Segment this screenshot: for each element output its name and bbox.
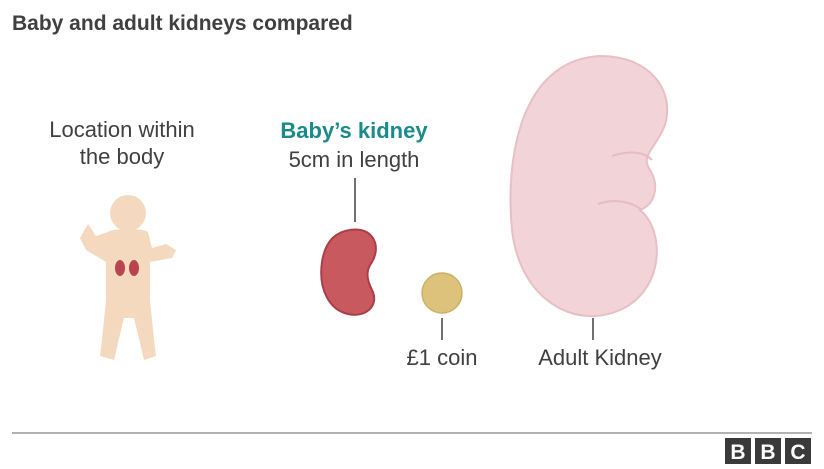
location-label: Location within — [49, 117, 195, 142]
title: Baby and adult kidneys compared — [12, 12, 353, 35]
logo-letter: B — [730, 441, 745, 464]
baby-kidney-icon — [129, 260, 139, 276]
kidney-contour — [597, 151, 653, 211]
baby-kidney-caption: 5cm in length — [289, 147, 420, 172]
baby-kidney-icon — [115, 260, 125, 276]
baby-kidney-title: Baby’s kidney — [280, 118, 428, 143]
coin-label: £1 coin — [407, 345, 478, 370]
baby-kidney — [320, 228, 377, 316]
logo-box — [785, 438, 811, 464]
baby-figure — [80, 195, 176, 360]
bbc-logo: B B C — [725, 438, 811, 464]
logo-letter: C — [790, 441, 805, 464]
coin — [421, 272, 463, 314]
location-label: the body — [80, 144, 164, 169]
adult-kidney-label: Adult Kidney — [538, 345, 662, 370]
adult-kidney — [509, 54, 669, 318]
logo-box — [725, 438, 751, 464]
logo-box — [755, 438, 781, 464]
logo-letter: B — [760, 441, 775, 464]
